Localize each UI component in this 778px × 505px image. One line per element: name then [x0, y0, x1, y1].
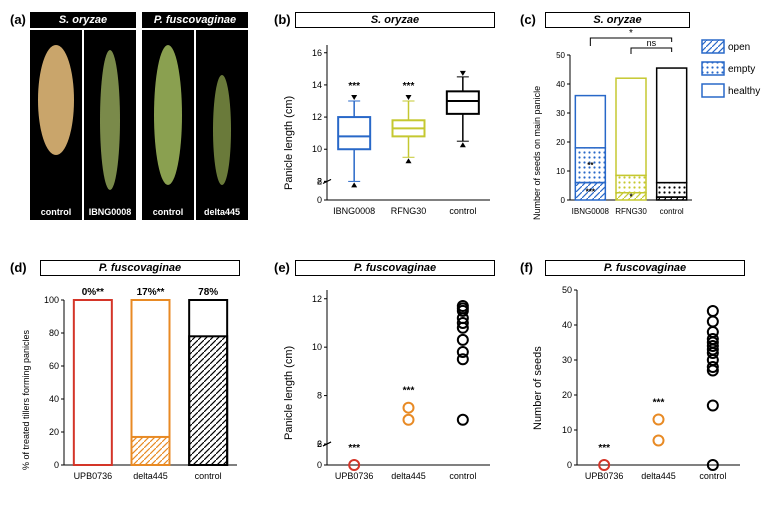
svg-text:17%**: 17%**	[137, 287, 165, 298]
svg-text:8: 8	[317, 176, 322, 186]
svg-text:***: ***	[653, 398, 665, 409]
panel-d-title: P. fuscovaginae	[40, 260, 240, 276]
svg-text:healthy: healthy	[728, 86, 760, 97]
panel-c-ylabel: Number of seeds on main panicle	[532, 86, 542, 220]
svg-text:30: 30	[556, 109, 565, 118]
svg-text:40: 40	[556, 80, 565, 89]
svg-text:open: open	[728, 42, 750, 53]
svg-text:20: 20	[562, 390, 572, 400]
svg-text:UPB0736: UPB0736	[585, 471, 624, 481]
svg-text:10: 10	[556, 167, 565, 176]
svg-text:78%: 78%	[198, 287, 218, 298]
svg-text:14: 14	[312, 80, 322, 90]
svg-text:10: 10	[312, 342, 322, 352]
svg-text:UPB0736: UPB0736	[74, 471, 113, 481]
svg-text:10: 10	[312, 144, 322, 154]
svg-text:***: ***	[348, 443, 360, 454]
svg-text:control: control	[699, 471, 726, 481]
svg-text:8: 8	[317, 391, 322, 401]
svg-text:***: ***	[586, 187, 596, 196]
svg-text:delta445: delta445	[133, 471, 168, 481]
panel-e-chart: 02681012***UPB0736***delta445control	[305, 280, 500, 490]
svg-text:10: 10	[562, 425, 572, 435]
svg-text:80: 80	[49, 328, 59, 338]
panel-d-chart: 0 20 40 60 80 100 0%** UPB0736 17%** delta445 78% c…	[42, 280, 247, 490]
panel-e-title: P. fuscovaginae	[295, 260, 495, 276]
svg-text:***: ***	[348, 81, 360, 92]
svg-text:delta445: delta445	[641, 471, 676, 481]
svg-text:30: 30	[562, 355, 572, 365]
panel-f-ylabel: Number of seeds	[532, 346, 544, 430]
panel-e-ylabel: Panicle length (cm)	[283, 346, 295, 440]
svg-text:12: 12	[312, 112, 322, 122]
svg-text:*: *	[629, 28, 633, 39]
svg-text:6: 6	[317, 439, 322, 449]
panel-c-chart: 01020304050*****IBNG0008*RFNG30control*n…	[552, 30, 697, 225]
svg-text:empty: empty	[728, 64, 755, 75]
svg-text:0: 0	[317, 195, 322, 205]
svg-text:delta445: delta445	[391, 471, 426, 481]
svg-text:16: 16	[312, 48, 322, 58]
panel-f-chart: 0 10 20 30 40 50 *** UPB0736 *** delta445 control	[555, 280, 750, 490]
svg-text:40: 40	[562, 320, 572, 330]
panel-c-title: S. oryzae	[545, 12, 690, 28]
svg-text:IBNG0008: IBNG0008	[572, 207, 610, 216]
svg-text:control: control	[449, 471, 476, 481]
svg-text:60: 60	[49, 361, 59, 371]
svg-text:0: 0	[561, 196, 566, 205]
panel-d-ylabel: % of treated tillers forming panicles	[21, 330, 31, 470]
svg-text:12: 12	[312, 294, 322, 304]
svg-text:100: 100	[44, 295, 59, 305]
panel-c-legend: open empty healthy	[700, 35, 776, 105]
svg-text:RFNG30: RFNG30	[615, 207, 647, 216]
panel-a-header-2: P. fuscovaginae	[142, 12, 248, 28]
panel-a-header-1: S. oryzae	[30, 12, 136, 28]
svg-text:control: control	[449, 206, 476, 216]
panel-a-label: (a)	[10, 12, 26, 27]
panel-f-title: P. fuscovaginae	[545, 260, 745, 276]
svg-text:0%**: 0%**	[82, 287, 104, 298]
svg-text:0: 0	[567, 460, 572, 470]
photo-a3: control	[142, 30, 194, 220]
svg-text:**: **	[587, 161, 594, 170]
svg-text:0: 0	[317, 460, 322, 470]
svg-text:UPB0736: UPB0736	[335, 471, 374, 481]
svg-text:20: 20	[49, 427, 59, 437]
panel-e-label: (e)	[274, 260, 290, 275]
panel-b-label: (b)	[274, 12, 291, 27]
panel-b-title: S. oryzae	[295, 12, 495, 28]
svg-text:0: 0	[54, 460, 59, 470]
svg-text:control: control	[660, 207, 684, 216]
svg-text:ns: ns	[647, 38, 657, 48]
svg-text:20: 20	[556, 138, 565, 147]
svg-text:IBNG0008: IBNG0008	[333, 206, 375, 216]
panel-b-ylabel: Panicle length (cm)	[283, 96, 295, 190]
panel-c-label: (c)	[520, 12, 536, 27]
photo-a1: control	[30, 30, 82, 220]
svg-text:***: ***	[403, 81, 415, 92]
svg-text:40: 40	[49, 394, 59, 404]
svg-text:RFNG30: RFNG30	[391, 206, 427, 216]
panel-f-label: (f)	[520, 260, 533, 275]
svg-text:50: 50	[556, 51, 565, 60]
svg-text:***: ***	[403, 386, 415, 397]
panel-d-label: (d)	[10, 260, 27, 275]
svg-text:***: ***	[598, 443, 610, 454]
svg-text:50: 50	[562, 285, 572, 295]
svg-text:control: control	[195, 471, 222, 481]
photo-a4: delta445	[196, 30, 248, 220]
photo-a2: IBNG0008	[84, 30, 136, 220]
panel-b-chart: 02810121416***IBNG0008***RFNG30control	[305, 30, 500, 225]
